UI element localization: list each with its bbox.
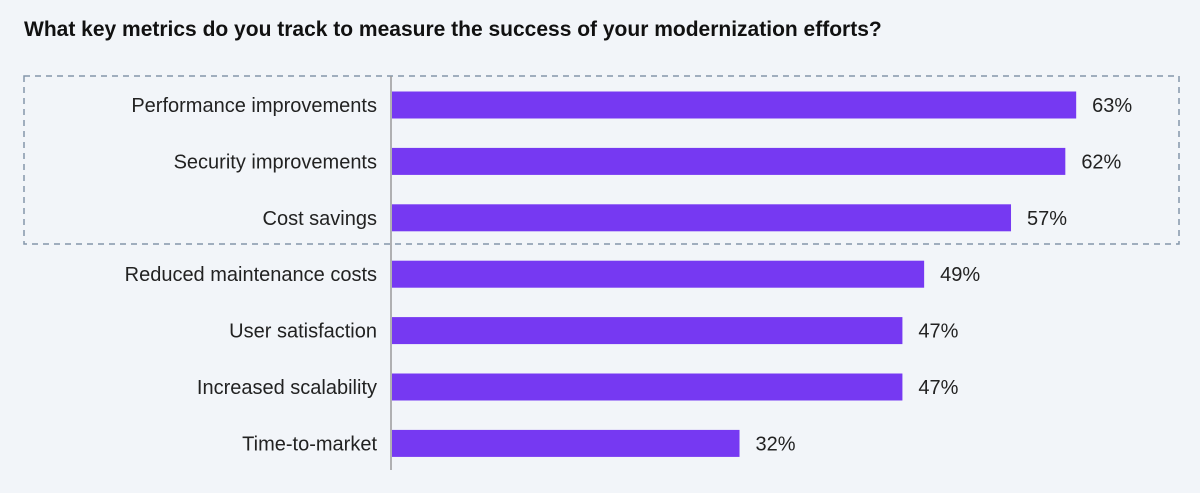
value-label: 49% [940,264,980,286]
category-label: Cost savings [263,208,378,230]
category-label: Time-to-market [242,433,377,455]
bar [392,260,925,288]
bar [392,373,903,401]
value-label: 47% [918,321,958,343]
bar [392,91,1077,119]
category-label: Performance improvements [131,95,377,117]
category-label: User satisfaction [229,321,377,343]
value-label: 32% [756,433,796,455]
value-label: 57% [1027,208,1067,230]
value-label: 62% [1081,151,1121,173]
category-label: Security improvements [174,151,377,173]
bar [392,204,1012,232]
category-label: Reduced maintenance costs [125,264,377,286]
chart-title: What key metrics do you track to measure… [24,18,882,41]
highlight-box [23,75,1180,245]
bar [392,317,903,345]
bar [392,147,1066,175]
value-label: 63% [1092,95,1132,117]
category-label: Increased scalability [197,377,377,399]
bar [392,429,740,457]
value-label: 47% [918,377,958,399]
